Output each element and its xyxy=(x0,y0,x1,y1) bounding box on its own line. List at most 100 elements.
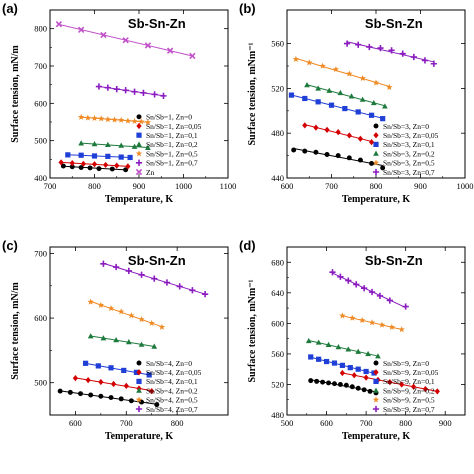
data-point xyxy=(151,275,158,282)
legend-marker xyxy=(373,387,379,393)
series xyxy=(72,375,155,395)
data-point xyxy=(422,385,429,393)
data-point xyxy=(339,369,345,377)
y-tick-label: 600 xyxy=(34,98,47,108)
data-point xyxy=(96,166,102,172)
x-tick-label: 800 xyxy=(399,418,412,428)
data-point xyxy=(151,91,158,98)
chart-panel: 500 600 700 800 900 480 520 560 600 640 680 Tempera… xyxy=(239,238,466,442)
series xyxy=(55,21,196,60)
data-point xyxy=(335,344,342,350)
data-point xyxy=(359,96,366,102)
data-point xyxy=(163,279,171,286)
y-axis-label: Surface tension, mN/m xyxy=(10,45,21,143)
legend-marker xyxy=(135,150,143,157)
data-point xyxy=(138,341,145,347)
data-point xyxy=(104,141,111,147)
data-point xyxy=(339,362,345,368)
panel-label: (a) xyxy=(2,1,18,16)
legend-marker xyxy=(135,396,143,403)
legend-marker xyxy=(373,378,379,384)
y-tick-label: 500 xyxy=(34,378,47,388)
data-point xyxy=(55,21,63,28)
data-point xyxy=(65,152,71,158)
data-point xyxy=(326,380,332,386)
series xyxy=(302,122,375,146)
legend-entry: Sn/Sb=9, Zn=0,1 xyxy=(383,377,435,386)
legend-marker xyxy=(136,378,142,384)
data-point xyxy=(78,165,84,171)
data-point xyxy=(368,319,376,326)
data-point xyxy=(114,162,120,169)
data-point xyxy=(131,143,138,149)
data-point xyxy=(117,116,125,123)
data-point xyxy=(118,154,124,160)
data-point xyxy=(359,74,366,82)
legend-marker xyxy=(373,150,379,156)
data-point xyxy=(77,113,85,120)
data-point xyxy=(57,388,63,394)
plot-frame xyxy=(286,246,466,416)
data-point xyxy=(97,301,105,308)
panel-label: (c) xyxy=(2,238,18,253)
data-point xyxy=(149,387,155,395)
data-point xyxy=(144,118,152,126)
data-point xyxy=(95,363,101,369)
data-point xyxy=(367,388,373,394)
series xyxy=(308,354,377,376)
data-point xyxy=(154,402,160,408)
data-point xyxy=(69,164,75,170)
data-point xyxy=(315,85,322,91)
legend-entry: Sn/Sb=4, Zn=0,5 xyxy=(146,396,198,405)
legend-marker xyxy=(372,405,380,413)
data-point xyxy=(145,144,151,150)
series xyxy=(58,159,131,170)
data-point xyxy=(346,70,353,77)
chart-panel: 700 800 900 1000 1100 400 500 600 700 800 Temperat… xyxy=(2,1,236,205)
data-point xyxy=(399,50,406,57)
data-point xyxy=(355,41,362,48)
legend-marker xyxy=(373,141,379,147)
data-point xyxy=(324,126,330,133)
data-point xyxy=(104,84,111,91)
data-point xyxy=(69,159,75,167)
data-point xyxy=(124,117,132,124)
x-tick-label: 500 xyxy=(281,418,294,428)
y-tick-label: 800 xyxy=(34,24,47,34)
data-point xyxy=(302,122,308,129)
legend-entry: Sn/Sb=3, Zn=0,7 xyxy=(383,168,435,177)
data-point xyxy=(98,393,104,399)
data-point xyxy=(160,92,167,99)
legend-entry: Sn/Sb=9, Zn=0,5 xyxy=(383,396,435,405)
data-point xyxy=(313,124,319,131)
data-point xyxy=(306,59,313,66)
x-tick-label: 800 xyxy=(88,181,101,191)
data-point xyxy=(138,315,145,323)
x-tick-label: 700 xyxy=(120,418,133,428)
x-tick-label: 1100 xyxy=(220,181,237,191)
data-point xyxy=(123,167,129,173)
data-point xyxy=(328,102,335,108)
data-point xyxy=(88,392,94,398)
data-point xyxy=(91,114,98,121)
legend-marker xyxy=(136,132,142,138)
data-point xyxy=(127,154,133,161)
data-point xyxy=(91,141,98,147)
y-axis-label: Surface tension, mNm⁻¹ xyxy=(247,43,258,146)
data-point xyxy=(291,147,297,153)
legend-marker xyxy=(373,132,379,139)
data-point xyxy=(376,292,384,299)
data-point xyxy=(345,277,352,284)
legend-entry: Sn/Sb=1, Zn=0,5 xyxy=(146,149,198,158)
series xyxy=(87,333,158,349)
fit-line xyxy=(332,272,406,309)
data-point xyxy=(335,153,341,159)
series xyxy=(95,83,167,99)
data-point xyxy=(100,31,107,39)
fit-line xyxy=(90,335,155,347)
data-point xyxy=(375,353,381,359)
data-point xyxy=(380,165,386,171)
data-point xyxy=(410,53,417,61)
data-point xyxy=(370,99,377,106)
data-point xyxy=(107,305,115,312)
